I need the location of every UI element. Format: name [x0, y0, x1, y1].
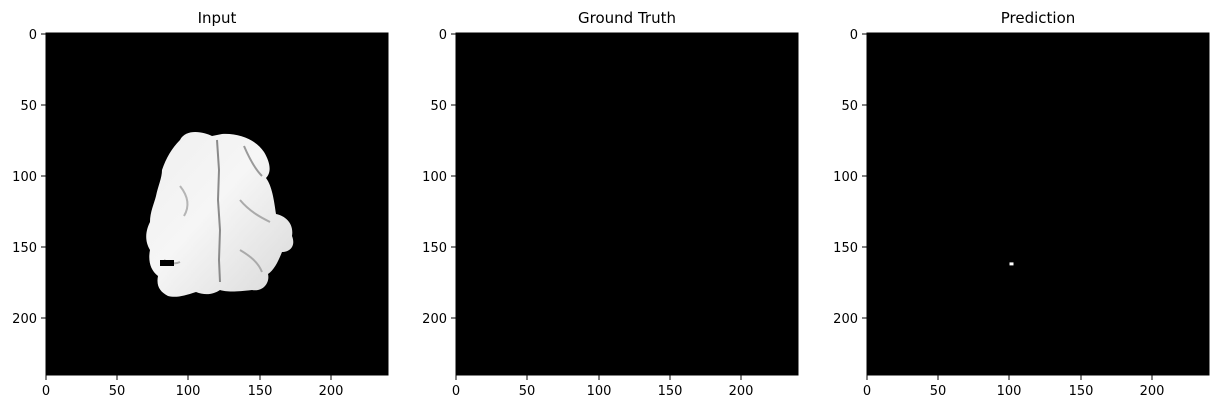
y-tick-label: 100	[422, 170, 447, 185]
x-axis: 0 50 100 150 200	[452, 375, 754, 399]
brain-mri-image	[146, 132, 294, 297]
panel-ground-truth: Ground Truth 0 50 100 150 200 0 50 100 1…	[422, 9, 799, 399]
x-tick-label: 150	[248, 384, 273, 399]
x-axis: 0 50 100 150 200	[42, 375, 344, 399]
y-axis: 0 50 100 150 200	[833, 28, 867, 327]
y-tick-label: 200	[12, 312, 37, 327]
y-tick-label: 0	[29, 28, 37, 43]
x-tick-label: 0	[452, 384, 460, 399]
x-tick-label: 200	[1140, 384, 1165, 399]
image-area	[867, 33, 1209, 375]
y-tick-label: 50	[841, 99, 858, 114]
panel-prediction: Prediction 0 50 100 150 200 0 50 100 150	[833, 9, 1210, 399]
x-tick-label: 150	[1069, 384, 1094, 399]
mask-pixel	[1009, 262, 1014, 266]
y-tick-label: 100	[12, 170, 37, 185]
panel-title: Input	[198, 9, 237, 27]
y-axis: 0 50 100 150 200	[12, 28, 46, 327]
x-tick-label: 0	[863, 384, 871, 399]
y-tick-label: 200	[833, 312, 858, 327]
panel-input: Input 0 50 100 150 200	[12, 9, 389, 399]
x-tick-label: 100	[587, 384, 612, 399]
x-tick-label: 200	[319, 384, 344, 399]
x-tick-label: 50	[109, 384, 126, 399]
y-tick-label: 150	[12, 241, 37, 256]
prediction-mask	[1009, 262, 1014, 266]
panel-title: Prediction	[1001, 9, 1076, 27]
image-area	[456, 33, 798, 375]
x-tick-label: 150	[658, 384, 683, 399]
y-axis: 0 50 100 150 200	[422, 28, 456, 327]
x-tick-label: 100	[997, 384, 1022, 399]
y-tick-label: 100	[833, 170, 858, 185]
y-tick-label: 0	[850, 28, 858, 43]
axes-frame	[455, 32, 799, 376]
x-tick-label: 50	[519, 384, 536, 399]
y-tick-label: 150	[422, 241, 447, 256]
x-tick-label: 0	[42, 384, 50, 399]
x-tick-label: 50	[930, 384, 947, 399]
y-tick-label: 200	[422, 312, 447, 327]
y-tick-label: 50	[430, 99, 447, 114]
axes-frame	[866, 32, 1210, 376]
x-tick-label: 100	[176, 384, 201, 399]
y-tick-label: 0	[439, 28, 447, 43]
axes-frame	[45, 32, 389, 376]
panel-title: Ground Truth	[578, 9, 676, 27]
x-tick-label: 200	[729, 384, 754, 399]
y-tick-label: 150	[833, 241, 858, 256]
y-tick-label: 50	[20, 99, 37, 114]
x-axis: 0 50 100 150 200	[863, 375, 1165, 399]
